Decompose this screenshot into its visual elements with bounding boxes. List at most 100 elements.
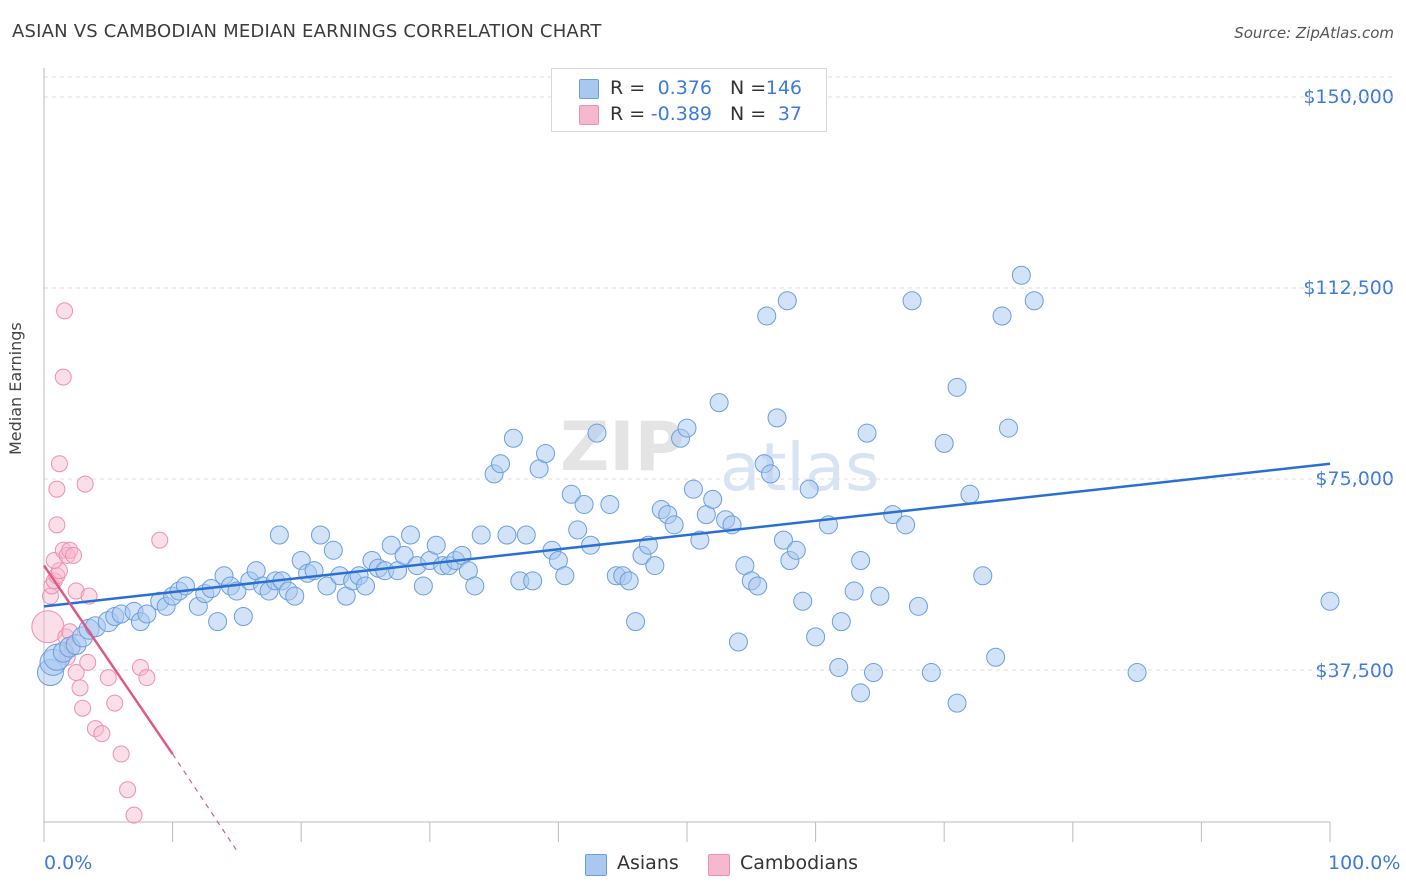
asians-point <box>491 454 511 474</box>
legend-row-asians: R = 0.376 N = 146 <box>552 75 826 101</box>
asians-point <box>773 530 793 550</box>
asians-point <box>761 464 781 484</box>
cambodians-legend-label: Cambodians <box>740 852 859 874</box>
asians-point <box>851 550 871 570</box>
r-label: R = <box>610 103 646 125</box>
asians-point <box>863 663 883 683</box>
cambodians-point <box>99 669 117 687</box>
asians-point <box>587 423 607 443</box>
asians-point <box>690 530 710 550</box>
asians-point <box>831 612 851 632</box>
asians-point <box>137 604 157 624</box>
asians-point <box>285 586 305 606</box>
asians-point <box>829 657 849 677</box>
asians-point <box>777 291 797 311</box>
asians-point <box>497 525 517 545</box>
cambodians-point <box>151 531 169 549</box>
cambodians-point <box>50 455 68 473</box>
correlation-legend: R = 0.376 N = 146 R = -0.389 N = 37 <box>551 68 827 132</box>
asians-point <box>902 291 922 311</box>
asians-point <box>465 576 485 596</box>
asians-point <box>1320 591 1340 611</box>
asians-point <box>233 607 253 627</box>
asians-point <box>1024 291 1044 311</box>
asians-point <box>786 540 806 560</box>
asians-point <box>709 393 729 413</box>
cambodians-point <box>76 475 94 493</box>
cambodians-point <box>125 806 143 824</box>
cambodians-point <box>54 368 72 386</box>
chart-title: ASIAN VS CAMBODIAN MEDIAN EARNINGS CORRE… <box>12 21 602 42</box>
r-label: R = <box>610 77 646 99</box>
cambodians-point <box>106 694 124 712</box>
asians-point <box>728 632 748 652</box>
asians-swatch <box>579 79 599 99</box>
asians-point <box>310 525 330 545</box>
asians-point <box>677 418 697 438</box>
asians-point <box>536 444 556 464</box>
asians-point <box>600 494 620 514</box>
asians-point <box>973 566 993 586</box>
asians-point <box>317 576 337 596</box>
cambodians-point <box>138 669 156 687</box>
cambodians-point <box>67 582 85 600</box>
asians-point <box>844 581 864 601</box>
asians-point <box>208 612 228 632</box>
asians-point <box>523 571 543 591</box>
asians-point <box>986 647 1006 667</box>
asians-point <box>799 479 819 499</box>
asians-point <box>921 663 941 683</box>
asians-point <box>870 586 890 606</box>
cambodians-point <box>131 658 149 676</box>
asians-point <box>793 591 813 611</box>
asians-legend-swatch <box>585 854 607 876</box>
source-label: Source: ZipAtlas.com <box>1234 24 1394 42</box>
asians-point <box>683 479 703 499</box>
asians-point <box>413 576 433 596</box>
asians-point <box>883 505 903 525</box>
y-tick-label: $75,000 <box>1315 468 1394 490</box>
watermark-atlas: atlas <box>720 429 880 506</box>
n-value: 37 <box>777 103 802 125</box>
asians-point <box>999 418 1018 438</box>
n-label: N = <box>730 77 767 99</box>
asians-point <box>381 535 401 555</box>
asians-point <box>767 408 787 428</box>
asians-point <box>645 556 665 576</box>
asians-point <box>960 484 980 504</box>
x-tick-label: 0.0% <box>44 852 93 874</box>
asians-point <box>568 520 588 540</box>
cambodians-trend-extension <box>172 753 238 852</box>
cambodians-point <box>48 480 66 498</box>
cambodians-point <box>58 546 76 564</box>
asians-point <box>356 576 375 596</box>
cambodians-swatch <box>579 105 599 125</box>
asians-point <box>394 545 414 565</box>
asians-point <box>934 433 954 453</box>
asians-point <box>851 683 871 703</box>
asians-point <box>555 566 575 586</box>
n-label: N = <box>730 103 767 125</box>
cambodians-trend-line <box>42 564 174 755</box>
asians-point <box>471 525 491 545</box>
cambodians-point <box>74 699 92 717</box>
asians-point <box>269 525 289 545</box>
legend-row-cambodians: R = -0.389 N = 37 <box>552 101 826 127</box>
cambodians-point <box>79 653 97 671</box>
asians-point <box>896 515 916 535</box>
asians-point <box>947 693 967 713</box>
asians-point <box>806 627 826 647</box>
asians-point <box>992 306 1012 326</box>
asians-point <box>947 377 967 397</box>
y-tick-label: $37,500 <box>1315 660 1394 682</box>
r-value: -0.389 <box>650 103 712 125</box>
asians-point <box>516 525 536 545</box>
x-tick-label: 100.0% <box>1328 852 1401 874</box>
r-value: 0.376 <box>657 77 712 99</box>
asians-point <box>503 428 523 448</box>
asians-point <box>857 423 877 443</box>
asians-point <box>664 515 684 535</box>
asians-point <box>561 484 581 504</box>
asians-trend-line <box>43 462 1331 608</box>
